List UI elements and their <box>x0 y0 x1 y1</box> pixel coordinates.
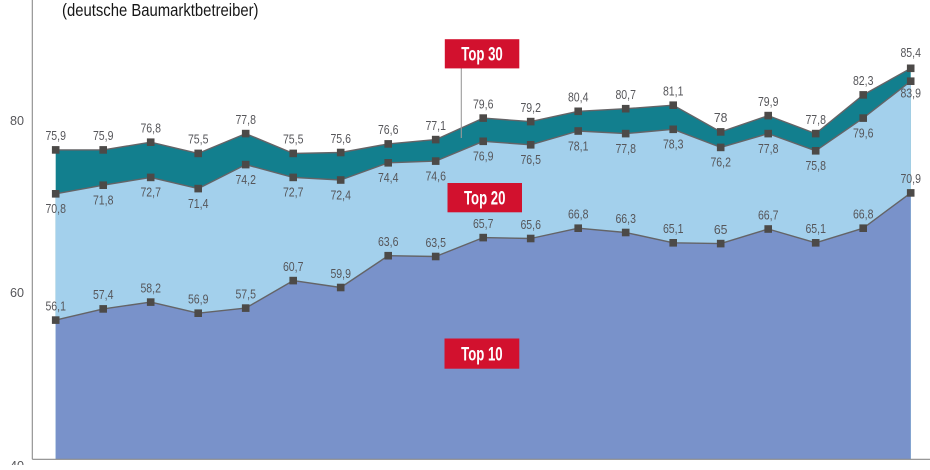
svg-text:72,7: 72,7 <box>140 186 161 200</box>
svg-text:Top 20: Top 20 <box>464 188 506 210</box>
svg-text:78,3: 78,3 <box>663 138 684 152</box>
svg-text:57,5: 57,5 <box>235 287 256 301</box>
svg-text:78,1: 78,1 <box>568 139 589 153</box>
svg-text:74,4: 74,4 <box>378 171 399 185</box>
svg-text:74,2: 74,2 <box>235 173 256 187</box>
svg-text:40: 40 <box>10 459 24 465</box>
svg-text:75,5: 75,5 <box>283 133 304 147</box>
svg-text:60,7: 60,7 <box>283 260 304 274</box>
svg-text:70,8: 70,8 <box>45 202 66 216</box>
svg-text:71,4: 71,4 <box>188 197 209 211</box>
svg-text:71,8: 71,8 <box>93 194 114 208</box>
svg-text:75,5: 75,5 <box>188 133 209 147</box>
svg-text:72,4: 72,4 <box>330 188 351 202</box>
svg-text:77,1: 77,1 <box>425 119 446 133</box>
svg-text:78: 78 <box>714 111 728 125</box>
svg-text:65: 65 <box>714 223 728 237</box>
svg-text:63,6: 63,6 <box>378 235 399 249</box>
svg-text:66,8: 66,8 <box>853 208 874 222</box>
svg-text:60: 60 <box>10 286 24 300</box>
svg-text:81,1: 81,1 <box>663 85 684 99</box>
svg-text:79,6: 79,6 <box>473 97 494 111</box>
svg-text:Top 30: Top 30 <box>461 44 503 66</box>
svg-text:(deutsche Baumarktbetreiber): (deutsche Baumarktbetreiber) <box>62 0 259 20</box>
svg-text:66,8: 66,8 <box>568 208 589 222</box>
svg-text:76,5: 76,5 <box>520 153 541 167</box>
svg-text:65,6: 65,6 <box>520 218 541 232</box>
svg-text:65,7: 65,7 <box>473 217 494 231</box>
svg-text:79,9: 79,9 <box>758 95 779 109</box>
svg-text:66,7: 66,7 <box>758 208 779 222</box>
svg-text:65,1: 65,1 <box>663 222 684 236</box>
svg-text:80,4: 80,4 <box>568 91 589 105</box>
svg-text:76,2: 76,2 <box>710 156 731 170</box>
svg-text:59,9: 59,9 <box>330 267 351 281</box>
svg-text:83,9: 83,9 <box>900 87 921 101</box>
svg-text:75,9: 75,9 <box>45 129 66 143</box>
svg-text:77,8: 77,8 <box>758 142 779 156</box>
svg-text:56,1: 56,1 <box>45 299 66 313</box>
svg-text:74,6: 74,6 <box>425 169 446 183</box>
svg-text:79,6: 79,6 <box>853 126 874 140</box>
svg-text:66,3: 66,3 <box>615 212 636 226</box>
svg-text:75,6: 75,6 <box>330 132 351 146</box>
svg-text:72,7: 72,7 <box>283 186 304 200</box>
svg-text:82,3: 82,3 <box>853 74 874 88</box>
svg-text:76,6: 76,6 <box>378 123 399 137</box>
svg-text:75,8: 75,8 <box>805 159 826 173</box>
svg-text:80,7: 80,7 <box>615 88 636 102</box>
svg-text:77,8: 77,8 <box>235 113 256 127</box>
svg-text:75,9: 75,9 <box>93 129 114 143</box>
svg-text:63,5: 63,5 <box>425 236 446 250</box>
svg-text:76,8: 76,8 <box>140 122 161 136</box>
svg-text:76,9: 76,9 <box>473 150 494 164</box>
svg-text:65,1: 65,1 <box>805 222 826 236</box>
svg-text:79,2: 79,2 <box>520 101 541 115</box>
svg-text:85,4: 85,4 <box>900 46 921 60</box>
svg-text:56,9: 56,9 <box>188 293 209 307</box>
svg-text:Top 10: Top 10 <box>461 344 503 366</box>
svg-text:70,9: 70,9 <box>900 172 921 186</box>
svg-text:57,4: 57,4 <box>93 288 114 302</box>
svg-text:80: 80 <box>10 114 24 128</box>
svg-text:77,8: 77,8 <box>805 113 826 127</box>
svg-text:58,2: 58,2 <box>140 281 161 295</box>
svg-text:77,8: 77,8 <box>615 142 636 156</box>
